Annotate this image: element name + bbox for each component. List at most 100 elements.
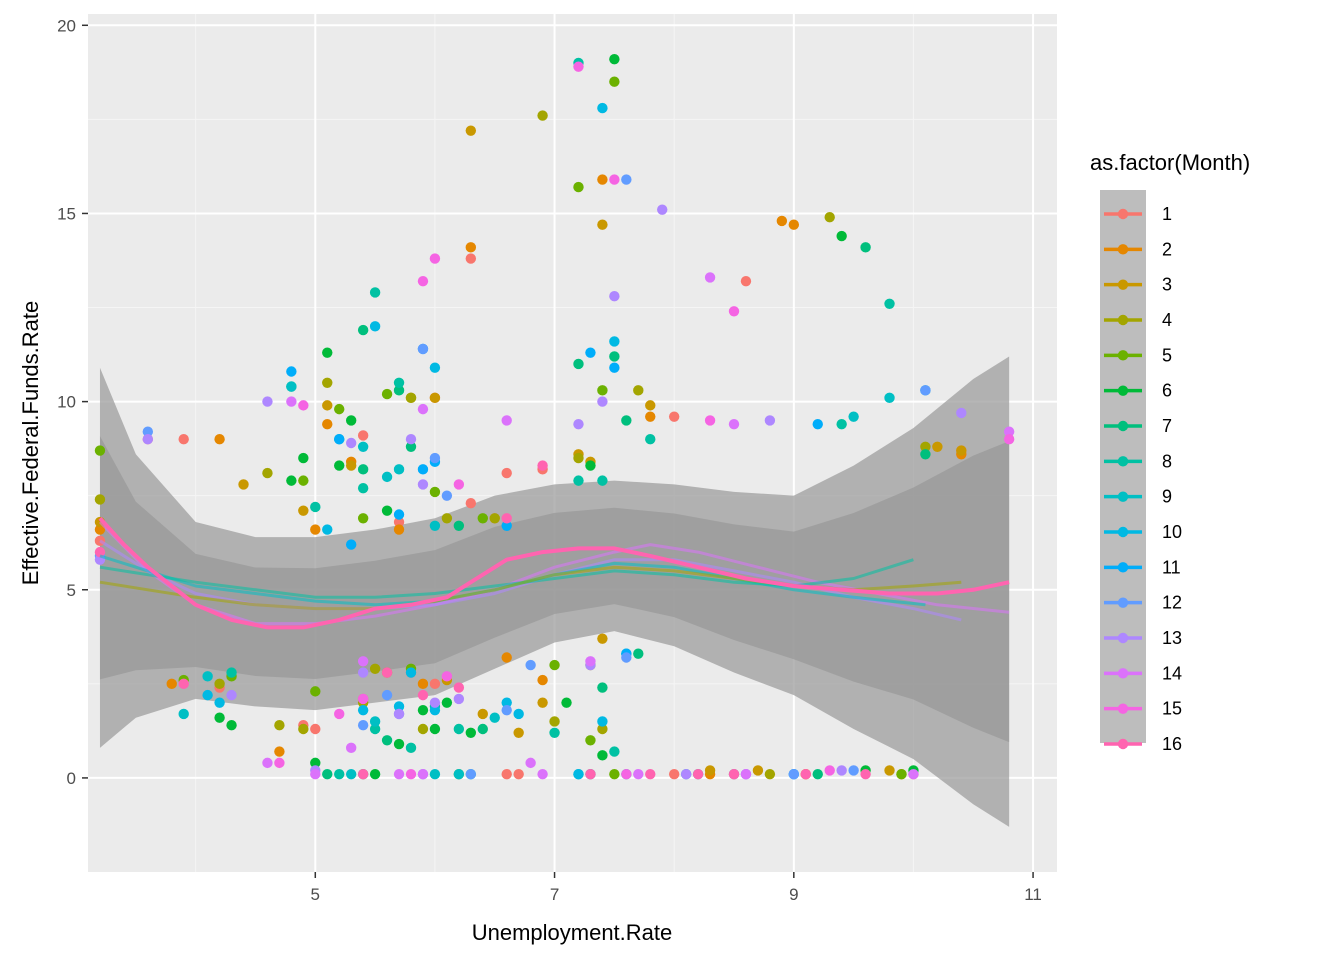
data-point — [142, 426, 154, 437]
data-point — [369, 723, 381, 735]
data-point — [692, 768, 704, 780]
data-point — [393, 768, 405, 780]
data-point — [417, 343, 429, 355]
data-point — [573, 61, 584, 72]
data-point — [908, 768, 919, 780]
data-point — [322, 377, 333, 388]
data-point — [357, 464, 369, 475]
data-point — [94, 494, 106, 505]
data-point — [609, 336, 620, 347]
data-point — [274, 720, 285, 731]
data-point — [573, 181, 584, 193]
legend-label: 15 — [1162, 699, 1182, 719]
data-point — [226, 667, 237, 678]
data-point — [621, 768, 632, 780]
data-point — [597, 396, 608, 407]
data-point — [776, 215, 788, 227]
data-point — [214, 434, 225, 445]
data-point — [381, 505, 393, 516]
legend-key-point — [1117, 738, 1129, 750]
data-point — [884, 298, 895, 309]
data-point — [393, 524, 405, 535]
data-point — [465, 768, 477, 780]
data-point — [465, 727, 477, 738]
smooth-lines — [98, 516, 1010, 630]
data-point — [357, 441, 369, 452]
y-axis-title: Effective.Federal.Funds.Rate — [18, 301, 43, 586]
data-point — [549, 727, 560, 738]
data-point — [417, 275, 429, 287]
data-point — [645, 434, 656, 445]
data-point — [357, 768, 369, 780]
data-point — [381, 689, 393, 701]
data-point — [465, 242, 477, 253]
data-point — [597, 174, 608, 185]
data-point — [704, 415, 716, 426]
data-point — [298, 723, 309, 735]
data-point — [429, 520, 441, 531]
data-point — [286, 396, 297, 407]
data-point — [322, 524, 333, 535]
data-point — [322, 418, 333, 430]
data-point — [645, 411, 656, 422]
data-point — [369, 768, 381, 780]
data-point — [1003, 434, 1015, 445]
data-point — [740, 768, 752, 780]
data-point — [94, 524, 106, 535]
data-point — [704, 765, 716, 776]
data-point — [860, 242, 871, 253]
data-point — [453, 768, 465, 780]
legend-label: 6 — [1162, 381, 1172, 401]
data-point — [585, 656, 596, 667]
data-point — [369, 663, 381, 674]
data-point — [286, 475, 297, 486]
data-point — [429, 452, 441, 464]
legend-title: as.factor(Month) — [1090, 150, 1250, 175]
data-point — [405, 742, 417, 754]
data-point — [585, 460, 596, 471]
confidence-band — [99, 356, 1010, 827]
data-point — [537, 768, 548, 780]
smooth-line — [98, 520, 1010, 626]
data-point — [357, 430, 369, 441]
legend-label: 5 — [1162, 345, 1172, 365]
data-point — [728, 418, 740, 430]
data-point — [836, 230, 847, 242]
data-point — [453, 479, 465, 490]
data-point — [441, 490, 453, 501]
data-point — [429, 768, 441, 780]
data-point — [920, 385, 931, 396]
data-point — [549, 716, 560, 727]
data-point — [226, 720, 237, 731]
legend-label: 12 — [1162, 593, 1182, 613]
data-point — [310, 501, 321, 513]
data-point — [896, 768, 907, 780]
data-point — [537, 110, 548, 121]
data-point — [405, 768, 417, 780]
data-point — [322, 768, 333, 780]
data-point — [357, 513, 369, 524]
data-point — [429, 678, 441, 690]
legend-key-point — [1117, 703, 1129, 714]
legend-key-point — [1117, 244, 1129, 255]
data-point — [334, 460, 345, 471]
data-point — [597, 219, 608, 230]
data-point — [369, 716, 381, 727]
data-point — [178, 434, 189, 445]
data-point — [393, 516, 405, 528]
data-point — [334, 768, 345, 780]
data-point — [609, 746, 620, 757]
data-points — [94, 53, 1015, 780]
data-point — [525, 757, 536, 769]
data-point — [585, 347, 596, 358]
data-point — [621, 174, 632, 185]
data-point — [764, 768, 776, 780]
legend-key-point — [1117, 208, 1129, 220]
data-point — [812, 768, 823, 780]
data-point — [334, 434, 345, 445]
data-point — [597, 716, 608, 727]
data-point — [441, 671, 453, 682]
data-point — [501, 467, 512, 479]
data-point — [549, 659, 560, 671]
data-point — [812, 418, 823, 430]
